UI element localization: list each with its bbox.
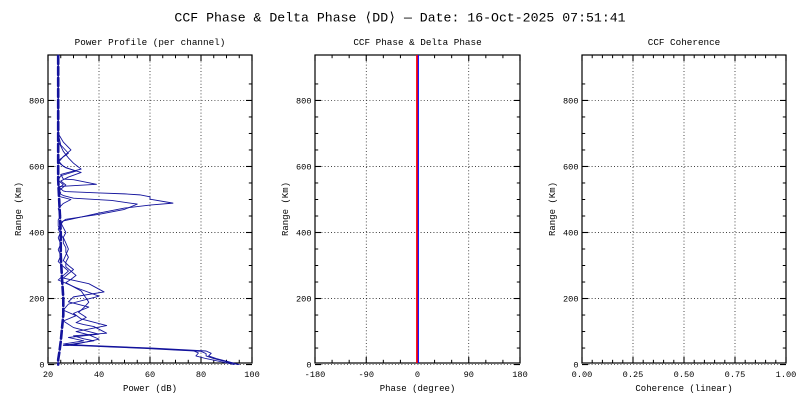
- svg-text:0: 0: [415, 370, 420, 380]
- svg-text:60: 60: [145, 370, 155, 380]
- svg-text:20: 20: [43, 370, 53, 380]
- svg-text:800: 800: [29, 96, 44, 106]
- svg-text:Range (Km): Range (Km): [281, 182, 291, 236]
- svg-text:Power Profile (per channel): Power Profile (per channel): [75, 37, 226, 48]
- svg-text:-180: -180: [305, 370, 326, 380]
- svg-text:200: 200: [563, 295, 578, 305]
- svg-text:90: 90: [464, 370, 474, 380]
- svg-text:CCF Phase & Delta Phase ⟨DD⟩ —: CCF Phase & Delta Phase ⟨DD⟩ — Date: 16-…: [174, 11, 625, 26]
- svg-text:600: 600: [563, 162, 578, 172]
- svg-text:0: 0: [306, 361, 311, 371]
- svg-text:0: 0: [39, 361, 44, 371]
- svg-text:CCF Coherence: CCF Coherence: [648, 37, 721, 48]
- svg-text:400: 400: [563, 229, 578, 239]
- svg-text:800: 800: [563, 96, 578, 106]
- svg-text:200: 200: [29, 295, 44, 305]
- svg-text:400: 400: [29, 229, 44, 239]
- svg-text:Power (dB): Power (dB): [123, 384, 177, 394]
- svg-text:180: 180: [512, 370, 527, 380]
- svg-text:Phase (degree): Phase (degree): [380, 384, 456, 394]
- svg-text:100: 100: [244, 370, 259, 380]
- svg-text:CCF Phase & Delta Phase: CCF Phase & Delta Phase: [353, 37, 481, 48]
- svg-text:400: 400: [296, 229, 311, 239]
- svg-text:Range (Km): Range (Km): [548, 182, 558, 236]
- svg-text:0.25: 0.25: [623, 370, 644, 380]
- svg-text:40: 40: [94, 370, 104, 380]
- svg-text:0.00: 0.00: [572, 370, 593, 380]
- svg-text:Range (Km): Range (Km): [14, 182, 24, 236]
- svg-text:-90: -90: [359, 370, 374, 380]
- svg-text:200: 200: [296, 295, 311, 305]
- svg-text:600: 600: [296, 162, 311, 172]
- svg-text:0: 0: [573, 361, 578, 371]
- svg-text:800: 800: [296, 96, 311, 106]
- svg-text:0.75: 0.75: [725, 370, 746, 380]
- svg-text:600: 600: [29, 162, 44, 172]
- svg-text:0.50: 0.50: [674, 370, 695, 380]
- svg-text:Coherence (linear): Coherence (linear): [635, 384, 732, 394]
- svg-text:80: 80: [196, 370, 206, 380]
- svg-text:1.00: 1.00: [776, 370, 797, 380]
